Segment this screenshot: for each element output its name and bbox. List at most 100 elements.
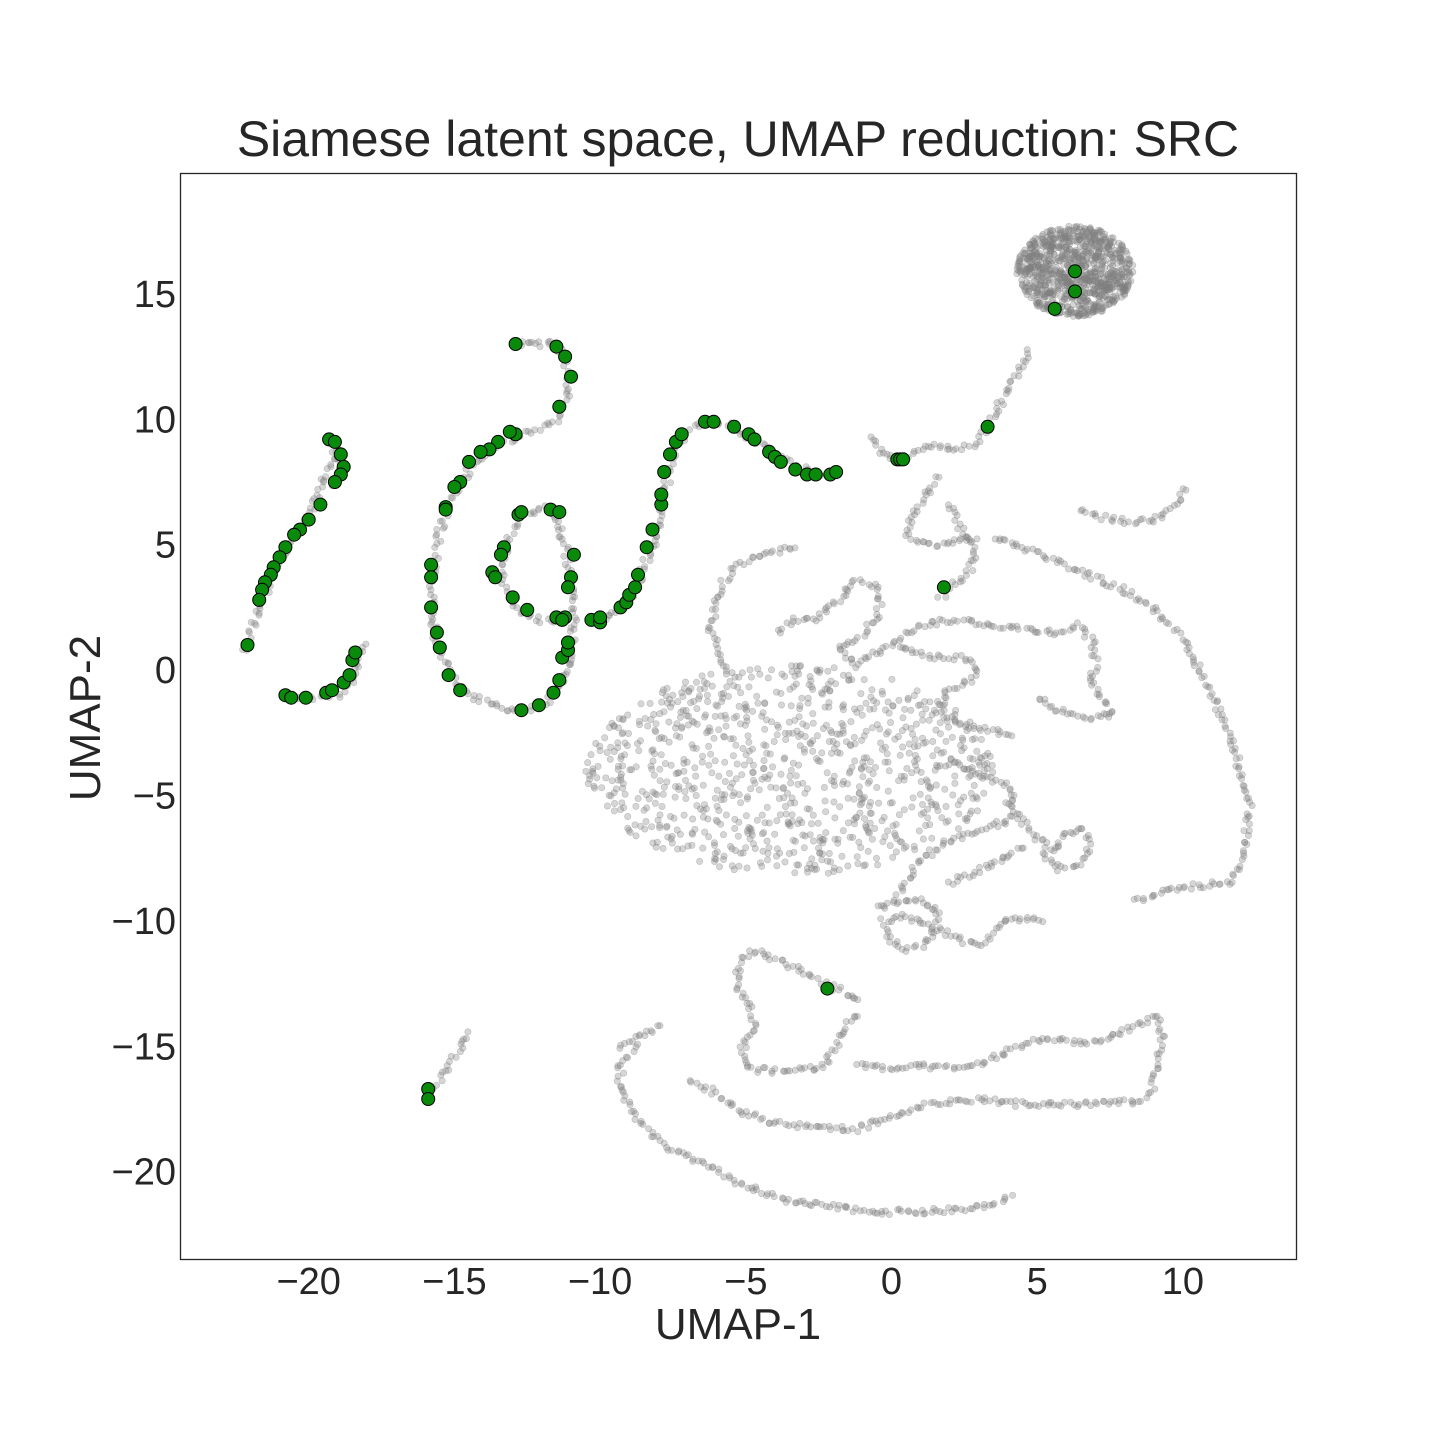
background-point — [1125, 260, 1133, 268]
background-point — [1041, 283, 1049, 291]
background-point — [1107, 1098, 1115, 1106]
background-point — [787, 662, 795, 670]
background-point — [755, 786, 763, 794]
background-point — [1091, 253, 1099, 261]
background-point — [1061, 255, 1069, 263]
background-point — [885, 709, 893, 717]
background-point — [1091, 231, 1099, 239]
background-point — [1090, 287, 1098, 295]
highlighted-point — [936, 580, 951, 595]
background-point — [1050, 271, 1058, 279]
background-point — [669, 460, 677, 468]
background-point — [1090, 286, 1098, 294]
background-point — [947, 838, 955, 846]
background-point — [1129, 261, 1137, 269]
background-point — [790, 848, 798, 856]
background-point — [1039, 849, 1047, 857]
background-point — [1066, 309, 1074, 317]
highlighted-point — [327, 434, 342, 449]
background-point — [803, 1121, 811, 1129]
background-point — [1094, 283, 1102, 291]
background-point — [1027, 263, 1035, 271]
background-point — [792, 772, 800, 780]
background-point — [772, 784, 780, 792]
highlighted-point — [520, 602, 535, 617]
background-point — [1076, 243, 1084, 251]
background-point — [698, 758, 706, 766]
background-point — [1073, 619, 1081, 627]
background-point — [719, 831, 727, 839]
background-point — [1092, 306, 1100, 314]
background-point — [651, 726, 659, 734]
background-point — [1059, 235, 1067, 243]
background-point — [786, 456, 794, 464]
background-point — [1083, 289, 1091, 297]
background-point — [1016, 267, 1024, 275]
background-point — [761, 773, 769, 781]
background-point — [1094, 283, 1102, 291]
background-point — [934, 1062, 942, 1070]
background-point — [1042, 268, 1050, 276]
background-point — [1069, 301, 1077, 309]
background-point — [754, 1068, 762, 1076]
background-point — [922, 705, 930, 713]
background-point — [666, 812, 674, 820]
background-point — [814, 1122, 822, 1130]
background-point — [1195, 881, 1203, 889]
background-point — [561, 560, 569, 568]
background-point — [621, 790, 629, 798]
background-point — [1031, 239, 1039, 247]
background-point — [692, 678, 700, 686]
background-point — [1148, 893, 1156, 901]
background-point — [868, 835, 876, 843]
background-point — [911, 896, 919, 904]
background-point — [322, 473, 330, 481]
background-point — [937, 926, 945, 934]
background-point — [693, 1079, 701, 1087]
background-point — [1047, 245, 1055, 253]
highlighted-point — [566, 547, 581, 562]
background-point — [1036, 285, 1044, 293]
background-point — [1058, 234, 1066, 242]
background-point — [1118, 265, 1126, 273]
background-point — [764, 674, 772, 682]
background-point — [647, 715, 655, 723]
background-point — [1102, 286, 1110, 294]
background-point — [1017, 269, 1025, 277]
background-point — [1042, 265, 1050, 273]
background-point — [871, 824, 879, 832]
background-point — [809, 837, 817, 845]
background-point — [1094, 236, 1102, 244]
background-point — [1073, 238, 1081, 246]
background-point — [1100, 235, 1108, 243]
background-point — [1052, 257, 1060, 265]
highlighted-point — [313, 497, 328, 512]
highlighted-point — [808, 467, 823, 482]
background-point — [1039, 230, 1047, 238]
background-point — [1081, 309, 1089, 317]
background-point — [1016, 258, 1024, 266]
background-point — [1044, 289, 1052, 297]
background-point — [660, 783, 668, 791]
background-point — [1098, 300, 1106, 308]
background-point — [1117, 280, 1125, 288]
background-point — [713, 802, 721, 810]
background-point — [635, 747, 643, 755]
background-point — [1068, 254, 1076, 262]
background-point — [1054, 226, 1062, 234]
highlighted-point — [421, 1092, 436, 1106]
background-point — [973, 807, 981, 815]
background-point — [960, 793, 968, 801]
background-point — [1046, 266, 1054, 274]
background-point — [1085, 269, 1093, 277]
background-point — [1059, 242, 1067, 250]
background-point — [1059, 270, 1067, 278]
background-point — [765, 844, 773, 852]
background-point — [1244, 831, 1252, 839]
background-point — [801, 732, 809, 740]
background-point — [1108, 285, 1116, 293]
background-point — [954, 825, 962, 833]
background-point — [831, 814, 839, 822]
background-point — [672, 770, 680, 778]
background-point — [821, 797, 829, 805]
